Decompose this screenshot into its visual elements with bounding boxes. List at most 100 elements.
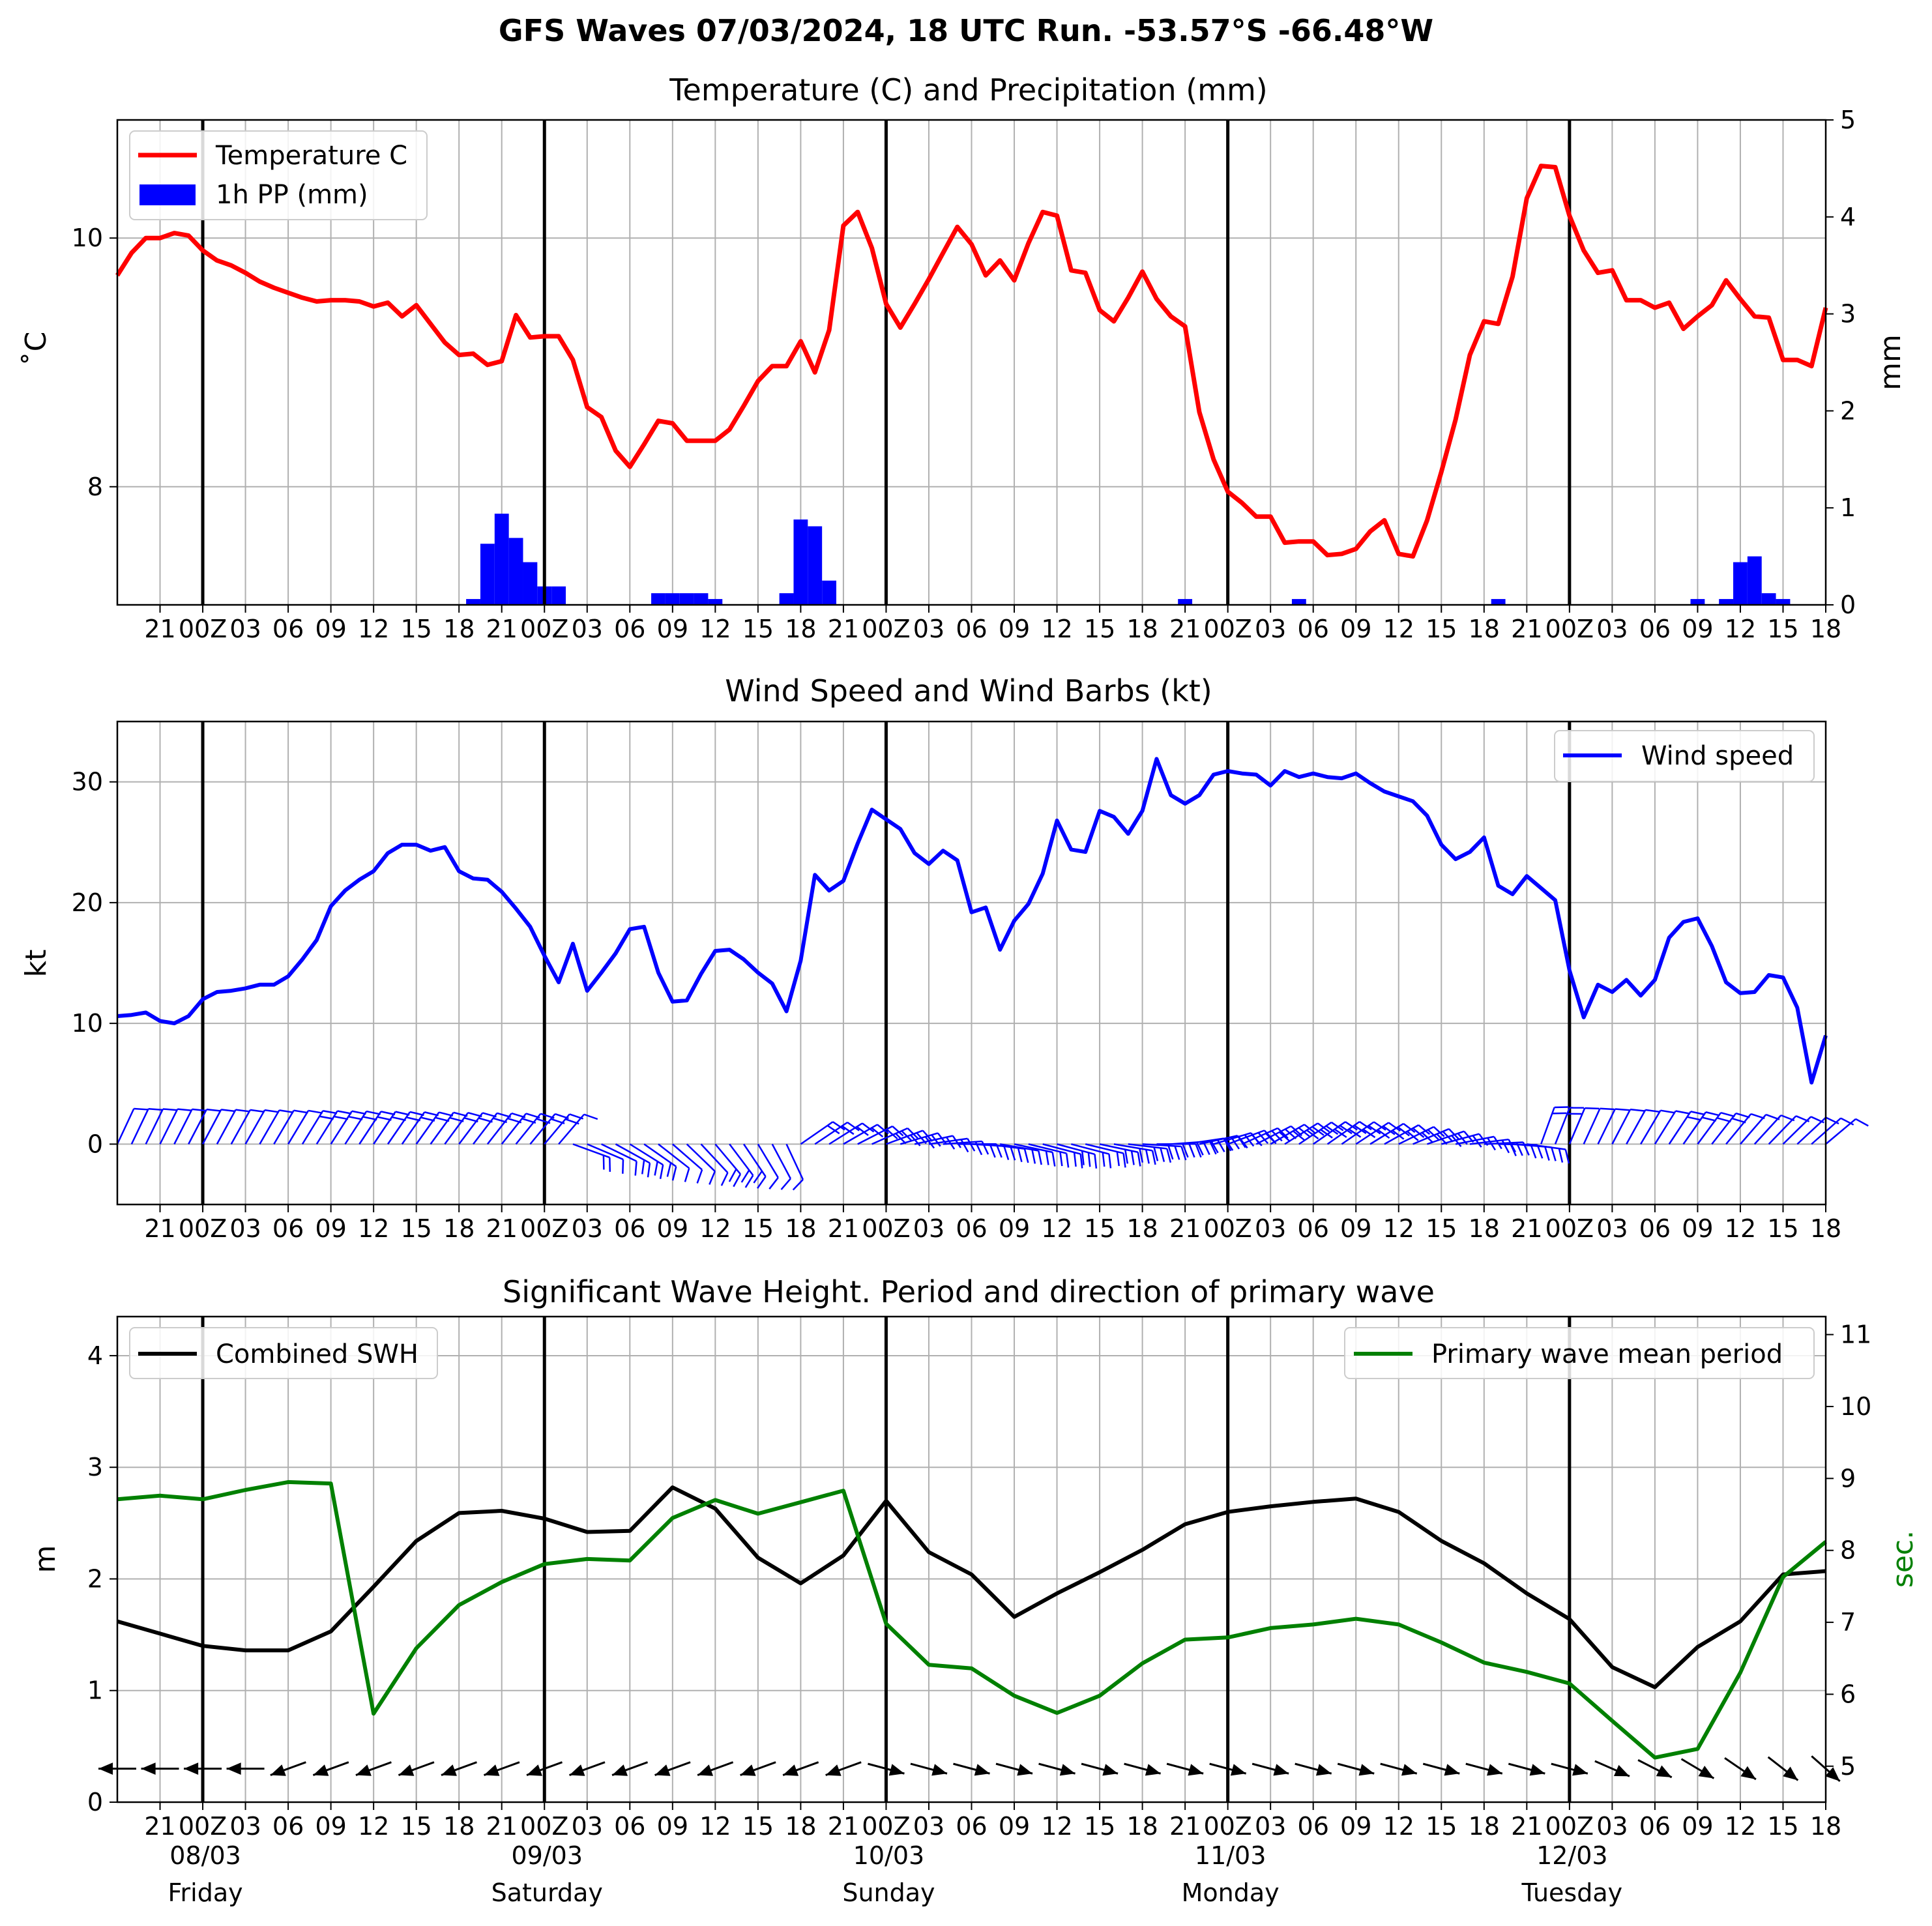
wind-barb-shaft [201,1109,222,1145]
wind-barb [1626,1109,1660,1145]
wave-direction-arrow [569,1761,606,1776]
wind-barb [1527,1143,1570,1164]
precip-bar [480,544,495,605]
wave-direction-arrow [1038,1762,1076,1776]
precip-bar [1291,599,1306,605]
date-labels: 08/03 Friday 09/03 Saturday 10/03 Sunday 11/03… [168,1841,1622,1907]
weekday-label: Sunday [842,1878,935,1907]
wave-ticks: 21 00Z 03 06 09 12 15 18 21 00Z 03 06 09 12 15 18 21 00Z 0… [87,1320,1872,1841]
wind-barb [700,1143,729,1186]
wind-barb-flag [728,1169,737,1182]
x-tick-label: 21 [828,615,859,643]
wind-barb [1255,1125,1302,1145]
wind-barb [159,1108,192,1145]
wave-direction-arrow [1594,1760,1630,1777]
wave-arrow-head [1315,1764,1332,1776]
wind-barb-flag [1427,1129,1439,1141]
x-tick-label: 09 [1340,615,1371,643]
wave-arrow-head [931,1764,947,1776]
wave-direction-arrow [995,1762,1033,1776]
wind-barb [1568,1107,1600,1145]
wind-barb [1697,1111,1735,1145]
wind-barb-shaft [430,1112,454,1145]
date-label: 08/03 [169,1841,241,1870]
wind-barb [1085,1143,1126,1168]
wave-arrow-head [355,1764,372,1776]
x-tick-label: 00Z [1203,615,1251,643]
wind-barb-flag [684,1167,690,1182]
wind-barb-flag [780,1178,791,1190]
wave-direction-arrow [868,1762,905,1776]
wind-barb-shaft [672,1143,703,1171]
wind-barb-flag [1551,1146,1557,1161]
y-tick-label: 3 [87,1453,103,1481]
wind-barb-flag [842,1125,855,1135]
precip-legend-label: 1h PP (mm) [216,180,368,210]
precip-bar [1491,599,1506,605]
wind-barb-flag [1403,1122,1416,1133]
wave-direction-arrow [1724,1757,1757,1781]
x-tick-label: 12 [1383,1214,1414,1243]
wind-barb-flag [647,1163,651,1178]
wind-barb-flag [733,1173,742,1188]
x-tick-label: 00Z [1545,615,1594,643]
precip-ylabel: mm [1874,334,1907,390]
wind-barb [1639,1109,1675,1145]
wave-arrow-head [1444,1764,1460,1776]
y2-tick-label: 9 [1840,1464,1856,1493]
x-tick-label: 00Z [862,615,910,643]
wind-barb-shaft [116,1108,135,1145]
wind-barb-flag [827,1124,840,1135]
wave-arrow-head [1824,1767,1840,1781]
wind-barb-flag [1102,1152,1105,1167]
x-tick-label: 15 [1426,1214,1457,1243]
wind-barb-flag [1362,1128,1376,1139]
wind-barb-flag [1203,1141,1210,1156]
wind-barb-flag [740,1169,750,1183]
wave-arrow-head [526,1764,542,1776]
y2-tick-label: 3 [1840,300,1856,328]
wind-barb-shaft [529,1113,556,1145]
wind-barb-flag [1558,1148,1564,1163]
wind-barb-flag [319,1115,334,1120]
x-tick-label: 15 [1426,615,1457,643]
y2-tick-label: 4 [1840,203,1856,231]
wind-barb-flag [720,1172,729,1186]
wave-direction-arrow [1767,1756,1799,1781]
wind-barb-shaft [1611,1109,1632,1145]
wave-arrow-head [270,1764,286,1776]
x-tick-label: 18 [1469,1214,1500,1243]
wind-barb-flag [1368,1125,1381,1135]
wind-barb [1355,1122,1401,1145]
x-tick-label: 15 [742,615,774,643]
period-legend-box [1344,1327,1815,1379]
wave-direction-arrow [1508,1762,1545,1776]
x-tick-label: 03 [1255,1812,1286,1841]
wind-barb-flag [264,1109,280,1113]
wind-barb-shaft [515,1113,542,1145]
wind-barb-flag [366,1110,381,1115]
wind-barb [1113,1143,1156,1165]
precip-bar [708,599,723,605]
wave-arrow-head [313,1764,329,1776]
wave-arrow-head [654,1764,671,1776]
wind-barb [558,1113,598,1145]
wind-barb [672,1143,703,1184]
x-tick-label: 09 [1682,615,1713,643]
wind-barb-flag [744,1175,754,1188]
wind-barb-shaft [130,1108,149,1145]
wind-barb [387,1111,424,1145]
x-tick-label: 15 [1767,1812,1798,1841]
wave-direction-arrow [1209,1762,1247,1776]
wave-arrow-head [825,1764,842,1776]
x-tick-label: 21 [1511,615,1542,643]
wind-barb-flag [192,1108,207,1112]
wave-day-lines [201,1317,1572,1802]
wave-arrow-head [1529,1764,1545,1776]
wind-barb-flag [671,1166,677,1181]
precip-bar [1719,599,1734,605]
wave-direction-arrow [1124,1762,1162,1776]
wind-barb-shaft [230,1109,251,1145]
wind-barb-flag [1855,1118,1869,1127]
